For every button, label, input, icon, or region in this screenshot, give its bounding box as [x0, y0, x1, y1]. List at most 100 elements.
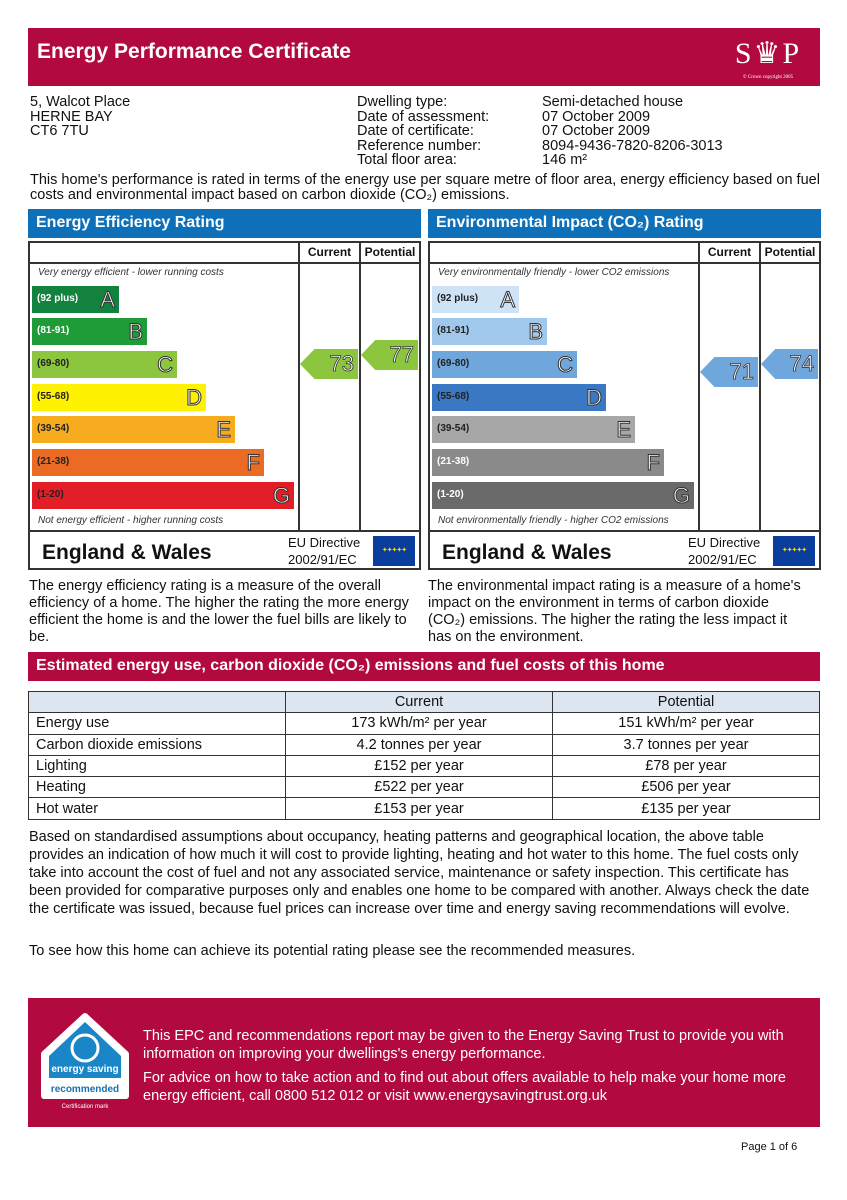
current-rating: 73: [329, 351, 354, 377]
band-d: (55-68) D: [432, 384, 606, 411]
band-letter: G: [272, 483, 290, 509]
band-letter: G: [672, 483, 690, 509]
potential-value: £506 per year: [552, 776, 820, 799]
band-letter: D: [186, 385, 203, 411]
estimates-heading: Estimated energy use, carbon dioxide (CO…: [28, 652, 820, 681]
band-letter: B: [128, 319, 144, 345]
band-letter: F: [646, 450, 660, 476]
chart-title: Environmental Impact (CO₂) Rating: [428, 209, 821, 238]
table-row: Carbon dioxide emissions 4.2 tonnes per y…: [28, 733, 820, 756]
svg-text:recommended: recommended: [51, 1084, 119, 1095]
energy-saving-banner: energy saving recommended Certification …: [28, 998, 820, 1127]
band-range: (1-20): [437, 489, 464, 500]
bottom-note: Not energy efficient - higher running co…: [38, 515, 224, 526]
header-bar: Energy Performance Certificate S♛P © Crow…: [28, 28, 820, 86]
current-rating-arrow: 71: [700, 357, 758, 387]
potential-value: 3.7 tonnes per year: [552, 733, 820, 756]
potential-rating: 77: [389, 342, 414, 368]
band-d: (55-68) D: [32, 384, 206, 411]
band-c: (69-80) C: [32, 351, 177, 378]
eu-flag-icon: ✦✦✦✦✦: [773, 536, 815, 566]
current-value: 4.2 tonnes per year: [285, 733, 553, 756]
address-line: HERNE BAY: [30, 108, 113, 125]
current-value: £522 per year: [285, 776, 553, 799]
detail-row: Date of assessment: 07 October 2009: [357, 109, 650, 125]
assumptions-text: Based on standardised assumptions about …: [29, 829, 810, 917]
detail-label: Reference number:: [357, 137, 482, 154]
banner-text-1: This EPC and recommendations report may …: [143, 1028, 784, 1062]
table-row: Heating £522 per year £506 per year: [28, 776, 820, 799]
impact-description: The environmental impact rating is a mea…: [428, 578, 801, 645]
current-rating-arrow: 73: [300, 349, 358, 379]
detail-label: Date of certificate:: [357, 123, 474, 139]
potential-value: £78 per year: [552, 754, 820, 778]
banner-text-2: For advice on how to take action and to …: [143, 1070, 786, 1104]
band-range: (21-38): [37, 456, 70, 467]
page-number: Page 1 of 6: [741, 1141, 798, 1153]
environmental-impact-chart: Environmental Impact (CO₂) Rating Curren…: [428, 209, 821, 570]
energy-saving-recommended-logo: energy saving recommended Certification …: [38, 1012, 132, 1112]
band-f: (21-38) F: [432, 449, 664, 476]
top-note: Very energy efficient - lower running co…: [38, 267, 224, 278]
detail-label: Dwelling type:: [357, 94, 448, 110]
detail-row: Dwelling type: Semi-detached house: [357, 94, 683, 110]
svg-text:energy saving: energy saving: [51, 1064, 118, 1075]
detail-value: 8094-9436-7820-8206-3013: [542, 137, 723, 154]
row-label: Lighting: [28, 754, 286, 778]
band-letter: B: [528, 319, 544, 345]
band-b: (81-91) B: [32, 318, 147, 345]
detail-value: 146 m²: [542, 152, 588, 168]
eu-directive: EU Directive 2002/91/EC: [288, 535, 361, 567]
row-label: Heating: [28, 776, 286, 799]
detail-row: Date of certificate: 07 October 2009: [357, 123, 650, 139]
current-column-header: Current: [698, 243, 759, 264]
col-current: Current: [285, 690, 553, 714]
address-line: 5, Walcot Place: [30, 94, 131, 110]
band-letter: C: [557, 352, 574, 378]
page-title: Energy Performance Certificate: [37, 40, 351, 63]
band-c: (69-80) C: [432, 351, 577, 378]
band-a: (92 plus) A: [32, 286, 119, 313]
potential-column-header: Potential: [359, 243, 419, 264]
sap-logo: S♛P © Crown copyright 2005: [734, 37, 802, 80]
potential-rating: 74: [789, 351, 814, 377]
top-note: Very environmentally friendly - lower CO…: [438, 267, 670, 278]
col-potential: Potential: [552, 690, 820, 714]
band-letter: D: [586, 385, 603, 411]
potential-column-header: Potential: [759, 243, 819, 264]
band-a: (92 plus) A: [432, 286, 519, 313]
row-label: Hot water: [28, 797, 286, 820]
band-range: (92 plus): [437, 293, 479, 304]
band-g: (1-20) G: [432, 482, 694, 509]
current-rating: 71: [729, 359, 754, 385]
band-b: (81-91) B: [432, 318, 547, 345]
region-label: England & Wales: [42, 541, 212, 564]
potential-rating-arrow: 74: [761, 349, 818, 379]
estimates-table: Current Potential Energy use 173 kWh/m² pe…: [28, 690, 820, 820]
bottom-note: Not environmentally friendly - higher CO…: [438, 515, 669, 526]
current-value: 173 kWh/m² per year: [285, 712, 553, 735]
band-range: (81-91): [437, 325, 470, 336]
band-range: (21-38): [437, 456, 470, 467]
intro-text: This home's performance is rated in term…: [30, 172, 820, 203]
band-letter: C: [157, 352, 174, 378]
band-range: (55-68): [37, 391, 70, 402]
detail-label: Total floor area:: [357, 152, 457, 168]
band-letter: F: [246, 450, 260, 476]
current-value: £152 per year: [285, 754, 553, 778]
band-e: (39-54) E: [32, 416, 235, 443]
detail-value: 07 October 2009: [542, 123, 651, 139]
band-range: (69-80): [437, 358, 470, 369]
band-f: (21-38) F: [32, 449, 264, 476]
see-measures-text: To see how this home can achieve its pot…: [29, 943, 636, 959]
address: 5, Walcot Place HERNE BAY CT6 7TU: [30, 95, 130, 139]
table-row: Lighting £152 per year £78 per year: [28, 754, 820, 778]
current-column-header: Current: [298, 243, 359, 264]
band-range: (1-20): [37, 489, 64, 500]
band-letter: E: [216, 417, 232, 443]
potential-value: 151 kWh/m² per year: [552, 712, 820, 735]
eu-directive: EU Directive 2002/91/EC: [688, 535, 761, 567]
dwelling-details: Dwelling type: Semi-detached house Date of…: [357, 94, 723, 168]
band-letter: A: [100, 287, 116, 313]
chart-box: Current Potential Very energy efficient …: [28, 241, 421, 570]
